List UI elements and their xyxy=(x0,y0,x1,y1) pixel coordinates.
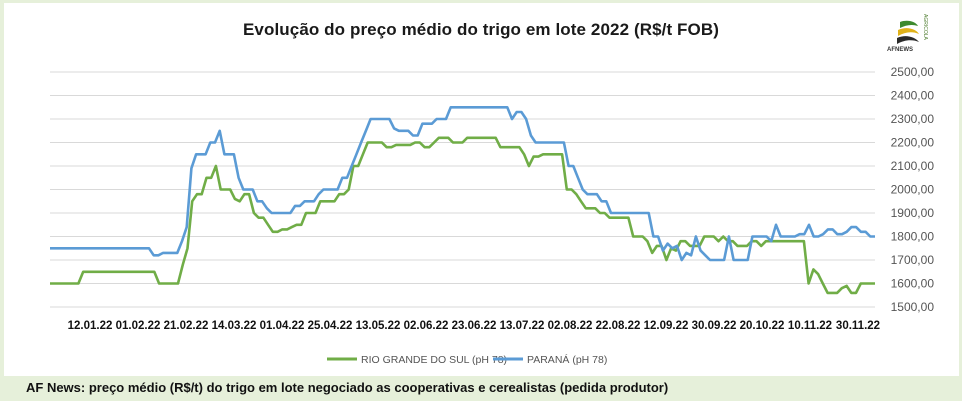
series-line-rio-grande-do-sul xyxy=(50,136,875,295)
x-tick-label: 22.08.22 xyxy=(596,320,641,332)
y-tick-label: 1600,00 xyxy=(891,277,935,291)
x-tick-label: 01.04.22 xyxy=(260,320,305,332)
x-tick-label: 20.10.22 xyxy=(740,320,785,332)
x-tick-label: 12.09.22 xyxy=(644,320,689,332)
y-tick-label: 2500,00 xyxy=(891,65,935,79)
y-tick-label: 2000,00 xyxy=(891,183,935,197)
x-tick-label: 01.02.22 xyxy=(116,320,161,332)
y-tick-label: 1500,00 xyxy=(891,300,935,314)
legend-label: RIO GRANDE DO SUL (pH 78) xyxy=(361,354,507,366)
x-tick-label: 02.06.22 xyxy=(404,320,449,332)
y-tick-label: 1700,00 xyxy=(891,253,935,267)
x-tick-label: 25.04.22 xyxy=(308,320,353,332)
x-tick-label: 02.08.22 xyxy=(548,320,593,332)
x-tick-label: 10.11.22 xyxy=(788,320,832,332)
x-tick-label: 21.02.22 xyxy=(164,320,209,332)
logo-side-text: AGRICOLA xyxy=(922,14,928,40)
legend-label: PARANÁ (pH 78) xyxy=(527,353,607,366)
y-tick-label: 2200,00 xyxy=(891,136,935,150)
logo-text: AFNEWS xyxy=(887,47,913,53)
y-tick-label: 1900,00 xyxy=(891,206,935,220)
y-tick-label: 1800,00 xyxy=(891,230,935,244)
series-line-parana xyxy=(50,106,875,262)
x-tick-label: 12.01.22 xyxy=(68,320,113,332)
x-tick-label: 13.05.22 xyxy=(356,320,401,332)
y-tick-label: 2400,00 xyxy=(891,89,935,103)
footer-note: AF News: preço médio (R$/t) do trigo em … xyxy=(26,380,669,395)
af-news-logo-icon xyxy=(897,20,919,44)
y-tick-label: 2300,00 xyxy=(891,112,935,126)
x-tick-label: 14.03.22 xyxy=(212,320,257,332)
chart-title: Evolução do preço médio do trigo em lote… xyxy=(242,20,719,39)
x-tick-label: 13.07.22 xyxy=(500,320,545,332)
x-tick-label: 30.09.22 xyxy=(692,320,737,332)
y-tick-label: 2100,00 xyxy=(891,159,935,173)
x-tick-label: 23.06.22 xyxy=(452,320,497,332)
x-tick-label: 30.11.22 xyxy=(836,320,880,332)
